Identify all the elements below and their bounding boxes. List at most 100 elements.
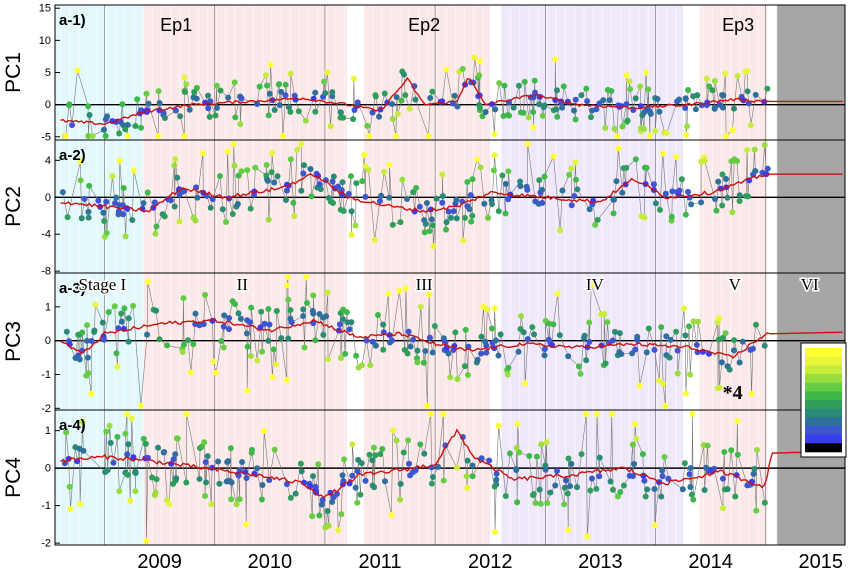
data-point bbox=[393, 94, 400, 101]
data-point bbox=[256, 83, 263, 90]
data-point bbox=[212, 112, 219, 119]
data-point bbox=[686, 471, 693, 478]
data-point bbox=[369, 338, 376, 345]
data-point bbox=[263, 82, 270, 89]
data-point bbox=[107, 439, 114, 446]
data-point bbox=[138, 124, 145, 131]
data-point bbox=[541, 346, 548, 353]
data-point bbox=[143, 90, 150, 97]
data-point bbox=[200, 321, 207, 328]
data-point bbox=[259, 482, 266, 489]
data-point bbox=[354, 499, 361, 506]
data-point bbox=[718, 359, 725, 366]
x-tick-label: 2009 bbox=[137, 551, 182, 573]
data-point bbox=[237, 315, 244, 322]
data-point bbox=[748, 390, 755, 397]
data-point bbox=[684, 188, 691, 195]
data-point bbox=[467, 192, 474, 199]
data-point bbox=[611, 328, 618, 335]
data-point bbox=[554, 113, 561, 120]
data-point bbox=[513, 466, 520, 473]
data-point bbox=[422, 221, 429, 228]
data-point bbox=[303, 274, 310, 281]
data-point bbox=[171, 203, 178, 210]
data-point bbox=[572, 116, 579, 123]
data-point bbox=[114, 433, 121, 440]
data-point bbox=[587, 487, 594, 494]
data-point bbox=[607, 478, 614, 485]
data-point bbox=[688, 201, 695, 208]
data-point bbox=[656, 377, 663, 384]
data-point bbox=[642, 493, 649, 500]
data-point bbox=[502, 180, 509, 187]
data-point bbox=[144, 189, 151, 196]
data-point bbox=[572, 176, 579, 183]
data-point bbox=[364, 122, 371, 129]
data-point bbox=[371, 236, 378, 243]
data-point bbox=[641, 214, 648, 221]
data-point bbox=[531, 331, 538, 338]
x-tick-label: 2014 bbox=[688, 551, 733, 573]
data-point bbox=[684, 123, 691, 130]
data-point bbox=[421, 229, 428, 236]
data-point bbox=[180, 341, 187, 348]
data-point bbox=[568, 460, 575, 467]
data-point bbox=[67, 505, 74, 512]
data-point bbox=[285, 335, 292, 342]
data-point bbox=[525, 114, 532, 121]
data-point bbox=[539, 112, 546, 119]
data-point bbox=[629, 441, 636, 448]
data-point bbox=[337, 109, 344, 116]
data-point bbox=[726, 366, 733, 373]
data-point bbox=[651, 486, 658, 493]
data-point bbox=[602, 360, 609, 367]
data-point bbox=[403, 196, 410, 203]
data-point bbox=[202, 492, 209, 499]
data-point bbox=[505, 364, 512, 371]
data-point bbox=[641, 477, 648, 484]
data-point bbox=[380, 329, 387, 336]
data-point bbox=[632, 95, 639, 102]
data-point bbox=[764, 165, 771, 172]
data-point bbox=[663, 130, 670, 137]
data-point bbox=[204, 453, 211, 460]
data-point bbox=[689, 411, 696, 418]
data-point bbox=[549, 342, 556, 349]
data-point bbox=[749, 345, 756, 352]
data-point bbox=[85, 103, 92, 110]
data-point bbox=[468, 218, 475, 225]
data-point bbox=[747, 122, 754, 129]
data-point bbox=[62, 132, 69, 139]
data-point bbox=[300, 313, 307, 320]
data-point bbox=[616, 330, 623, 337]
data-point bbox=[478, 350, 485, 357]
stage-gap bbox=[683, 5, 700, 140]
data-point bbox=[676, 96, 683, 103]
data-point bbox=[736, 359, 743, 366]
data-point bbox=[589, 475, 596, 482]
data-point bbox=[445, 350, 452, 357]
panel-2: -8 -4 0 4 PC2 a-2) bbox=[2, 139, 846, 278]
data-point bbox=[266, 477, 273, 484]
data-point bbox=[264, 177, 271, 184]
data-point bbox=[342, 350, 349, 357]
data-point bbox=[329, 178, 336, 185]
data-point bbox=[623, 101, 630, 108]
data-point bbox=[105, 309, 112, 316]
data-point bbox=[167, 197, 174, 204]
ep1-label: Ep1 bbox=[160, 15, 192, 35]
data-point bbox=[254, 357, 261, 364]
data-point bbox=[433, 195, 440, 202]
data-point bbox=[140, 435, 147, 442]
data-point bbox=[651, 346, 658, 353]
data-point bbox=[145, 100, 152, 107]
data-point bbox=[79, 418, 86, 425]
data-point bbox=[193, 84, 200, 91]
data-point bbox=[127, 497, 134, 504]
data-point bbox=[414, 347, 421, 354]
data-point bbox=[440, 477, 447, 484]
data-point bbox=[423, 199, 430, 206]
data-point bbox=[568, 165, 575, 172]
data-point bbox=[269, 149, 276, 156]
data-point bbox=[218, 338, 225, 345]
